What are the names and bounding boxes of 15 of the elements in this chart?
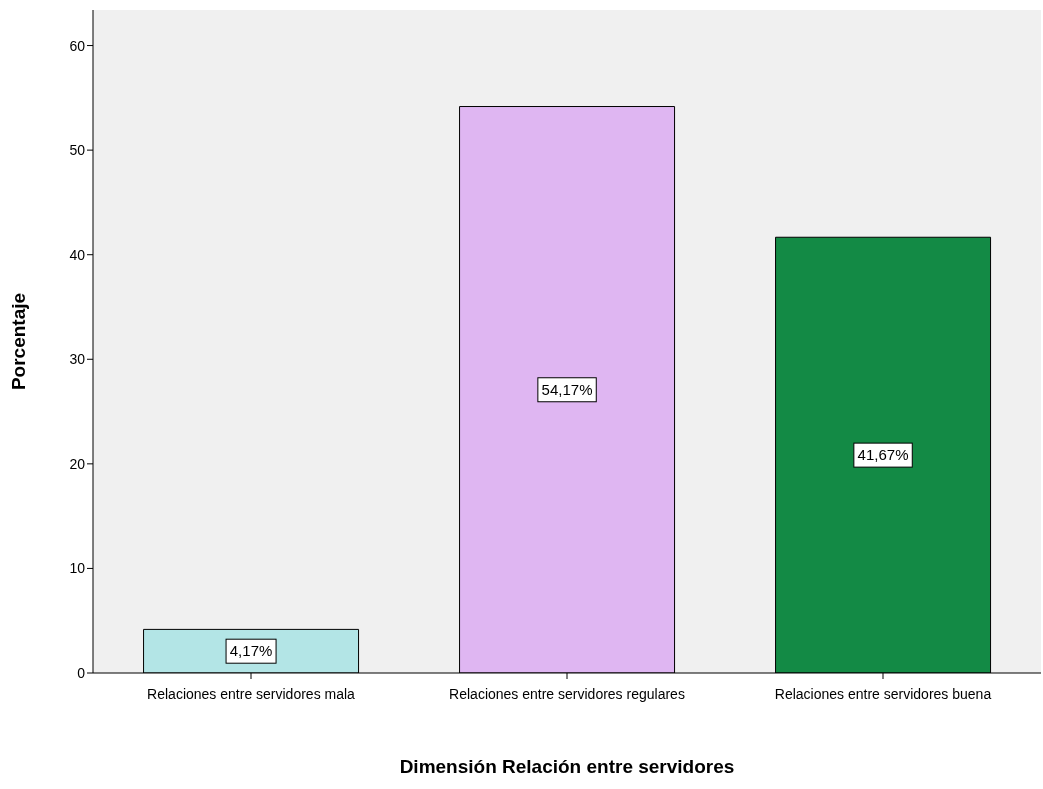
data-label: 4,17% [229,642,273,660]
x-tick-label: Relaciones entre servidores buena [774,685,992,702]
data-label: 41,67% [857,446,909,464]
y-tick-label: 20 [69,455,86,472]
x-axis-title: Dimensión Relación entre servidores [399,756,735,777]
x-tick-label: Relaciones entre servidores mala [147,685,356,702]
y-tick-label: 30 [69,351,86,368]
y-tick-label: 40 [69,246,86,263]
x-tick-label: Relaciones entre servidores regulares [449,685,685,702]
y-tick-label: 0 [77,664,86,681]
y-tick-label: 50 [69,142,86,159]
y-tick-label: 10 [69,560,86,577]
y-axis-title: Porcentaje [7,292,29,391]
y-tick-label: 60 [69,37,86,54]
data-label: 54,17% [541,380,593,398]
